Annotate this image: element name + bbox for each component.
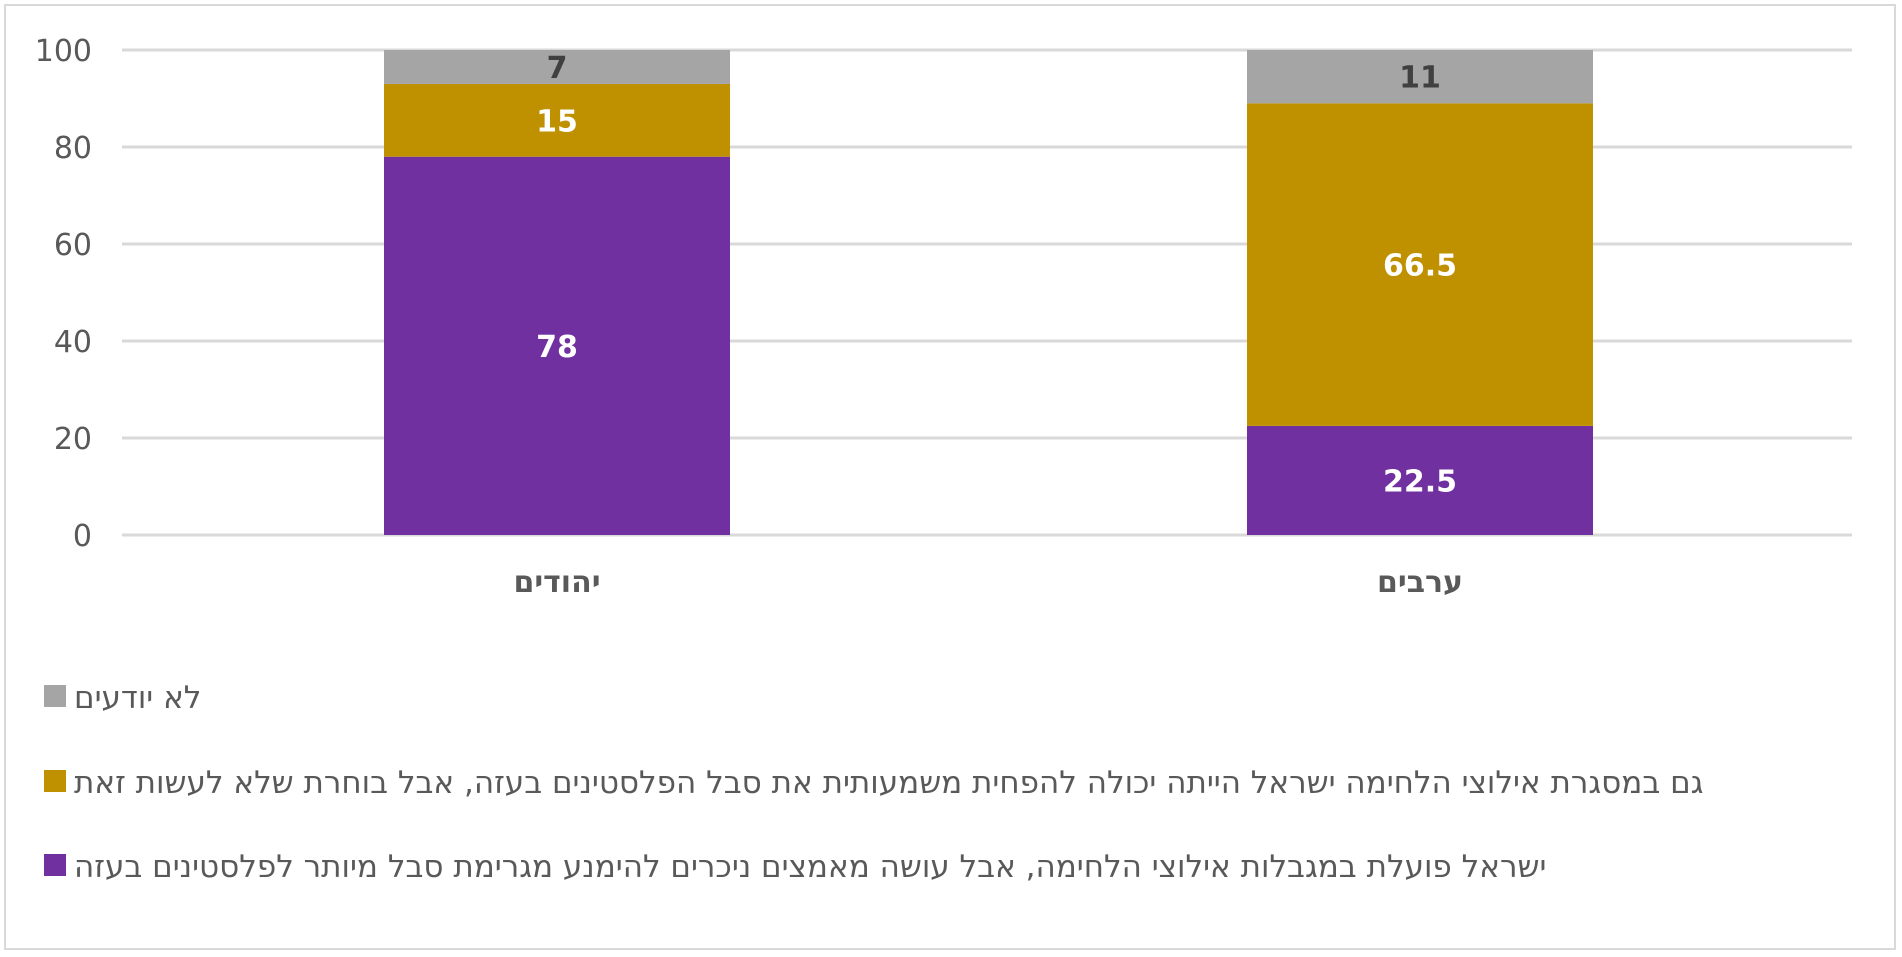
- bar-segment-0-0: [384, 156, 730, 535]
- legend-swatch-2: [44, 685, 66, 707]
- data-label-0-2: 7: [547, 51, 568, 86]
- y-axis-ticks: 0 20 40 60 80 100: [35, 34, 92, 554]
- y-tick-label-20: 20: [54, 422, 92, 457]
- data-label-1-2: 11: [1399, 61, 1441, 96]
- bars: [384, 50, 1593, 535]
- legend-label-0: ישראל פועלת במגבלות אילוצי הלחימה, אבל ע…: [74, 849, 1546, 885]
- category-label-0: יהודים: [513, 565, 600, 600]
- legend-swatch-0: [44, 854, 66, 876]
- y-tick-label-60: 60: [54, 228, 92, 263]
- data-label-0-0: 78: [536, 330, 578, 365]
- bar-segment-1-2: [1247, 50, 1593, 104]
- legend-swatch-1: [44, 770, 66, 792]
- category-label-1: ערבים: [1377, 565, 1463, 600]
- y-tick-label-40: 40: [54, 325, 92, 360]
- data-label-1-0: 22.5: [1383, 464, 1457, 499]
- y-tick-label-0: 0: [73, 519, 92, 554]
- data-labels: 78 15 7 22.5 66.5 11: [536, 51, 1457, 499]
- bar-segment-0-1: [384, 83, 730, 157]
- bar-segment-1-0: [1247, 425, 1593, 535]
- category-labels: יהודים ערבים: [513, 565, 1463, 600]
- bar-segment-0-2: [384, 50, 730, 84]
- bar-segment-1-1: [1247, 103, 1593, 426]
- y-tick-label-80: 80: [54, 131, 92, 166]
- legend-label-2: לא יודעים: [74, 680, 201, 716]
- data-label-1-1: 66.5: [1383, 249, 1457, 284]
- y-tick-label-100: 100: [35, 34, 92, 69]
- legend: לא יודעים גם במסגרת אילוצי הלחימה ישראל ה…: [44, 680, 1703, 885]
- data-label-0-1: 15: [536, 104, 578, 139]
- legend-label-1: גם במסגרת אילוצי הלחימה ישראל הייתה יכול…: [74, 765, 1703, 801]
